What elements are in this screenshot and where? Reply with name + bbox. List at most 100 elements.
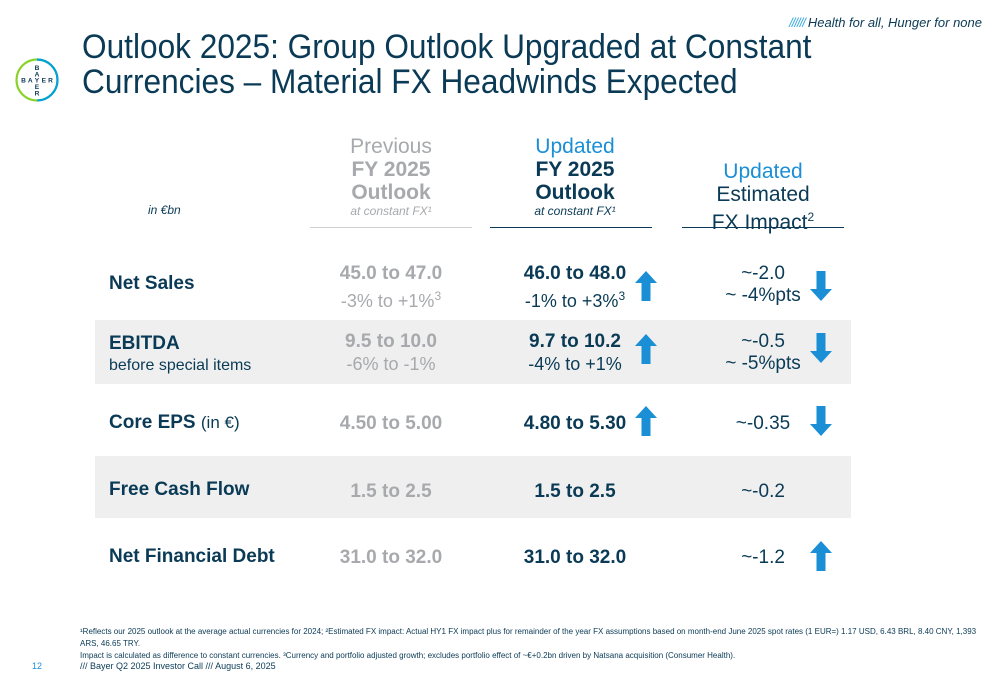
row-label: Core EPS (in €) bbox=[109, 412, 240, 434]
row-net-financial-debt: Net Financial Debt 31.0 to 32.0 31.0 to … bbox=[95, 524, 851, 588]
previous-header-l2: FY 2025 bbox=[351, 158, 431, 181]
fx-value: ~-0.35 bbox=[735, 413, 791, 434]
tagline-slashes: ////// bbox=[789, 15, 806, 30]
updated-value: 9.7 to 10.2 bbox=[529, 331, 621, 352]
prev-cell: 31.0 to 32.0 bbox=[310, 547, 472, 569]
fx-header-divider bbox=[682, 227, 844, 228]
footnote-line-1: ¹Reflects our 2025 outlook at the averag… bbox=[80, 627, 977, 648]
fx-value: ~-2.0 bbox=[741, 263, 785, 284]
fx-value: ~-0.2 bbox=[741, 481, 785, 502]
arrow-down-icon bbox=[810, 333, 832, 363]
fx-cell: ~-0.35 bbox=[682, 413, 844, 435]
fx-cell: ~-2.0 ~ -4%pts bbox=[682, 263, 844, 307]
arrow-down-icon bbox=[810, 406, 832, 436]
updated-cell: 9.7 to 10.2 -4% to +1% bbox=[490, 331, 660, 375]
prev-cell: 1.5 to 2.5 bbox=[310, 481, 472, 503]
arrow-up-icon bbox=[810, 541, 832, 571]
fx-header-l1: Updated bbox=[723, 160, 803, 183]
previous-outlook-header: Previous FY 2025 Outlook at constant FX¹ bbox=[310, 135, 472, 219]
prev-growth-wrap: -3% to +1%3 bbox=[310, 285, 472, 312]
prev-value: 45.0 to 47.0 bbox=[339, 263, 443, 284]
row-core-eps: Core EPS (in €) 4.50 to 5.00 4.80 to 5.3… bbox=[95, 390, 851, 454]
prev-value: 4.50 to 5.00 bbox=[339, 413, 443, 434]
arrow-up-icon bbox=[635, 406, 657, 436]
row-ebitda: EBITDA before special items 9.5 to 10.0 -… bbox=[95, 320, 851, 384]
arrow-up-icon bbox=[635, 271, 657, 301]
updated-cell: 46.0 to 48.0 -1% to +3%3 bbox=[490, 263, 660, 312]
row-label: Net Financial Debt bbox=[109, 546, 275, 568]
updated-outlook-header: Updated FY 2025 Outlook at constant FX¹ bbox=[490, 135, 660, 219]
svg-text:B: B bbox=[35, 65, 40, 72]
fx-value: ~-1.2 bbox=[741, 547, 785, 568]
prev-value: 31.0 to 32.0 bbox=[339, 547, 443, 568]
tagline-text: Health for all, Hunger for none bbox=[807, 15, 982, 30]
row-label: EBITDA before special items bbox=[109, 333, 251, 375]
updated-value: 46.0 to 48.0 bbox=[523, 263, 627, 284]
footnotes: ¹Reflects our 2025 outlook at the averag… bbox=[80, 626, 980, 662]
fx-cell: ~-0.5 ~ -5%pts bbox=[682, 331, 844, 375]
arrow-down-icon bbox=[810, 271, 832, 301]
prev-growth-sup: 3 bbox=[434, 289, 442, 303]
row-label-text: EBITDA bbox=[109, 333, 180, 354]
svg-text:R: R bbox=[35, 91, 40, 98]
prev-growth: -3% to +1% bbox=[340, 291, 435, 311]
row-label-text: Net Financial Debt bbox=[109, 546, 275, 567]
row-free-cash-flow: Free Cash Flow 1.5 to 2.5 1.5 to 2.5 ~-0… bbox=[95, 456, 851, 518]
updated-value: 1.5 to 2.5 bbox=[534, 481, 616, 502]
svg-text:R: R bbox=[48, 78, 53, 85]
bayer-logo: B A B A Y E R E R bbox=[15, 58, 59, 102]
fx-header-l3: FX Impact bbox=[711, 211, 808, 234]
updated-cell: 31.0 to 32.0 bbox=[490, 547, 660, 569]
row-label-text: Net Sales bbox=[109, 273, 195, 294]
page-number: 12 bbox=[32, 661, 43, 671]
row-net-sales: Net Sales 45.0 to 47.0 -3% to +1%3 46.0 … bbox=[95, 252, 851, 318]
prev-value: 1.5 to 2.5 bbox=[350, 481, 432, 502]
updated-header-l3: Outlook bbox=[535, 181, 615, 204]
updated-growth: -1% to +3% bbox=[524, 291, 619, 311]
prev-growth: -6% to -1% bbox=[346, 354, 436, 374]
svg-text:E: E bbox=[42, 78, 47, 85]
svg-text:A: A bbox=[35, 72, 40, 79]
footer-text: /// Bayer Q2 2025 Investor Call /// Augu… bbox=[80, 661, 276, 671]
previous-header-l1: Previous bbox=[350, 135, 432, 158]
row-label-text: Free Cash Flow bbox=[109, 479, 250, 500]
fx-value: ~-0.5 bbox=[741, 331, 785, 352]
prev-cell: 9.5 to 10.0 -6% to -1% bbox=[310, 331, 472, 375]
arrow-up-icon bbox=[635, 334, 657, 364]
svg-text:A: A bbox=[28, 78, 33, 85]
updated-header-divider bbox=[490, 227, 652, 228]
row-label: Net Sales bbox=[109, 273, 195, 295]
fx-impact-header: Updated Estimated FX Impact2 bbox=[682, 160, 844, 234]
page-title-line-2: Currencies – Material FX Headwinds Expec… bbox=[82, 63, 738, 101]
fx-header-sup: 2 bbox=[807, 210, 815, 224]
fx-pts: ~ -5%pts bbox=[725, 353, 801, 374]
updated-cell: 1.5 to 2.5 bbox=[490, 481, 660, 503]
row-label-unit: (in €) bbox=[200, 413, 240, 432]
footnote-line-2: Impact is calculated as difference to co… bbox=[80, 651, 736, 660]
svg-text:B: B bbox=[21, 78, 26, 85]
fx-cell: ~-1.2 bbox=[682, 547, 844, 569]
page-title: Outlook 2025: Group Outlook Upgraded at … bbox=[82, 28, 812, 101]
updated-header-l2: FY 2025 bbox=[535, 158, 615, 181]
svg-text:E: E bbox=[35, 84, 40, 91]
updated-cell: 4.80 to 5.30 bbox=[490, 413, 660, 435]
updated-header-sub: at constant FX¹ bbox=[534, 204, 616, 218]
updated-value: 4.80 to 5.30 bbox=[523, 413, 627, 434]
tagline: //////Health for all, Hunger for none bbox=[789, 15, 982, 30]
fx-header-l2: Estimated bbox=[716, 183, 810, 206]
updated-growth-wrap: -1% to +3%3 bbox=[490, 285, 660, 312]
updated-header-l1: Updated bbox=[535, 135, 615, 158]
prev-value: 9.5 to 10.0 bbox=[345, 331, 437, 352]
svg-text:Y: Y bbox=[35, 78, 40, 85]
prev-cell: 45.0 to 47.0 -3% to +1%3 bbox=[310, 263, 472, 312]
row-label-sub: before special items bbox=[109, 357, 252, 374]
page-title-line-1: Outlook 2025: Group Outlook Upgraded at … bbox=[82, 28, 812, 66]
previous-header-divider bbox=[310, 227, 472, 228]
updated-value: 31.0 to 32.0 bbox=[523, 547, 627, 568]
updated-growth-sup: 3 bbox=[618, 289, 626, 303]
fx-pts: ~ -4%pts bbox=[725, 285, 801, 306]
row-label-text: Core EPS bbox=[109, 412, 196, 433]
unit-label: in €bn bbox=[148, 203, 181, 217]
previous-header-sub: at constant FX¹ bbox=[350, 204, 432, 218]
fx-header-l3-wrap: FX Impact2 bbox=[682, 206, 844, 234]
